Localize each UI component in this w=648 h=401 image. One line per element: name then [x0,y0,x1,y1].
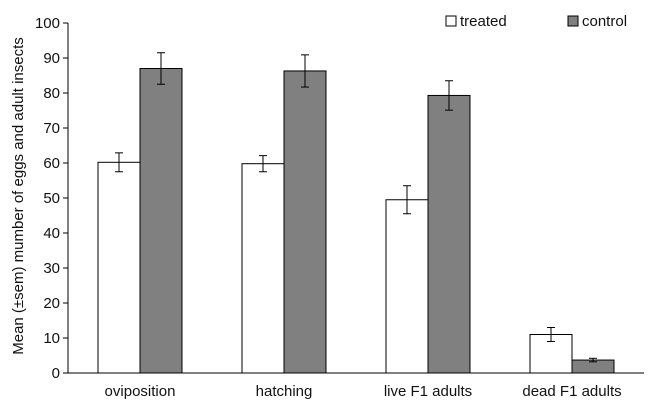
y-tick-label: 10 [43,330,60,347]
legend-label-treated: treated [460,13,507,30]
y-tick-label: 0 [52,365,60,382]
legend-swatch-treated [445,15,457,27]
bar-control-0 [139,68,183,374]
category-labels: oviposition hatching live F1 adults dead F1… [105,383,622,400]
y-axis-title-group: Mean (±sem) mumber of eggs and adult ins… [10,37,27,355]
category-label: oviposition [105,383,176,400]
y-tick-label: 80 [43,85,60,102]
y-tick-label: 30 [43,260,60,277]
category-label: live F1 adults [384,383,472,400]
y-tick-label: 20 [43,295,60,312]
legend-swatch-control [567,15,579,27]
y-tick-label: 100 [35,15,60,32]
category-label: hatching [256,383,313,400]
error-bars [115,52,597,363]
y-axis-ticks: 0 10 20 30 40 50 60 70 80 90 100 [35,15,68,382]
y-tick-label: 70 [43,120,60,137]
bar-control-1 [283,70,327,374]
legend-label-control: control [582,13,627,30]
y-tick-label: 60 [43,155,60,172]
bar-treated-2 [385,199,429,374]
bar-control-2 [427,94,471,374]
axes [67,23,644,374]
bar-treated-0 [97,161,141,374]
bars [97,68,615,374]
y-tick-label: 50 [43,190,60,207]
legend: treated control [445,13,627,30]
bar-treated-1 [241,163,285,374]
y-tick-label: 40 [43,225,60,242]
category-label: dead F1 adults [522,383,621,400]
y-axis-title: Mean (±sem) mumber of eggs and adult ins… [10,37,27,355]
y-tick-label: 90 [43,50,60,67]
